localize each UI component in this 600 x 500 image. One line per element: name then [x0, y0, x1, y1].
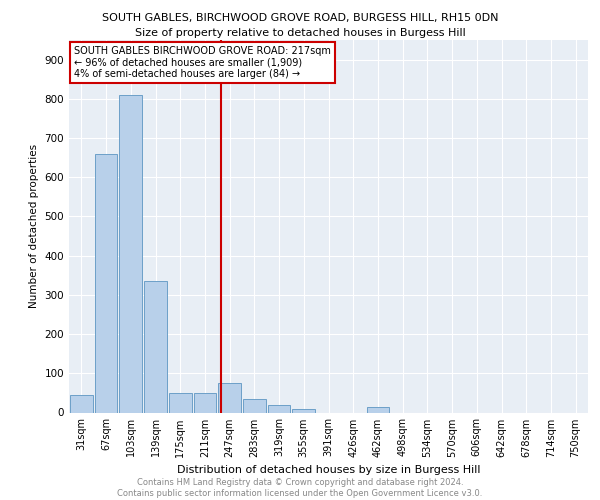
Bar: [70, 395, 93, 412]
Bar: [292, 408, 315, 412]
Bar: [144, 281, 167, 412]
Text: SOUTH GABLES BIRCHWOOD GROVE ROAD: 217sqm
← 96% of detached houses are smaller (: SOUTH GABLES BIRCHWOOD GROVE ROAD: 217sq…: [74, 46, 331, 79]
Y-axis label: Number of detached properties: Number of detached properties: [29, 144, 39, 308]
Bar: [169, 393, 191, 412]
X-axis label: Distribution of detached houses by size in Burgess Hill: Distribution of detached houses by size …: [177, 465, 480, 475]
Bar: [218, 383, 241, 412]
Bar: [194, 393, 216, 412]
Bar: [367, 406, 389, 412]
Bar: [119, 95, 142, 412]
Bar: [268, 404, 290, 412]
Bar: [243, 399, 266, 412]
Bar: [95, 154, 118, 412]
Text: Contains HM Land Registry data © Crown copyright and database right 2024.
Contai: Contains HM Land Registry data © Crown c…: [118, 478, 482, 498]
Text: SOUTH GABLES, BIRCHWOOD GROVE ROAD, BURGESS HILL, RH15 0DN: SOUTH GABLES, BIRCHWOOD GROVE ROAD, BURG…: [102, 12, 498, 22]
Text: Size of property relative to detached houses in Burgess Hill: Size of property relative to detached ho…: [134, 28, 466, 38]
